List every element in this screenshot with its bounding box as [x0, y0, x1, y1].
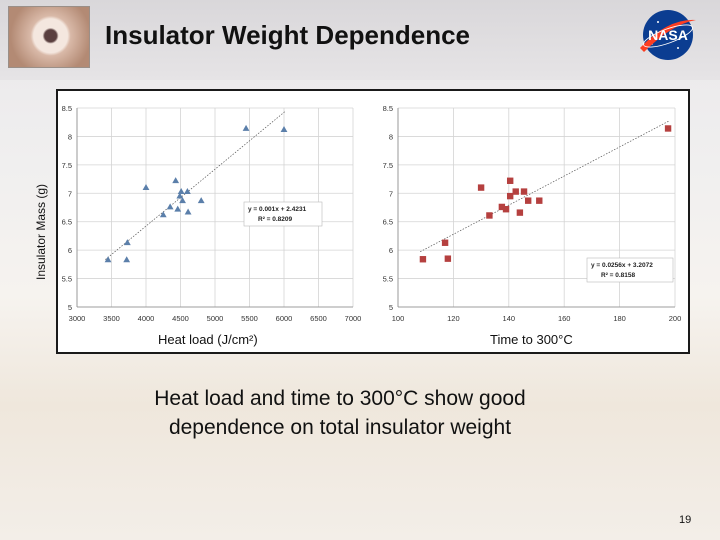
data-point-triangle: [197, 197, 205, 204]
data-point-square: [664, 125, 672, 132]
y-tick-label: 6: [68, 246, 72, 255]
caption-line-1: Heat load and time to 300°C show good: [154, 387, 526, 410]
y-tick-label: 8: [68, 132, 72, 141]
data-point-triangle: [280, 126, 288, 133]
nasa-logo-text: NASA: [648, 27, 688, 43]
heat-load-scatter-chart: 5 5.5 6 6.5 7 7.5 8 8.5 3000 3500 4000 4500 5000 5500…: [62, 104, 362, 323]
regression-equation: y = 0.001x + 2.4231: [248, 206, 307, 213]
slide-title: Insulator Weight Dependence: [105, 20, 471, 50]
data-point-triangle: [179, 197, 186, 204]
data-point-square: [524, 197, 532, 204]
regression-annotation-box: [243, 201, 323, 227]
x-tick-label: 140: [503, 314, 516, 323]
data-point-square: [444, 255, 452, 262]
data-point-square: [536, 197, 543, 204]
y-tick-label: 6: [389, 246, 393, 255]
data-point-triangle: [184, 187, 191, 194]
y-tick-label: 6.5: [62, 218, 72, 227]
nasa-logo-icon: NASA: [640, 10, 696, 60]
data-point-triangle: [142, 184, 150, 190]
x-tick-label: 4500: [172, 314, 189, 323]
x-tick-label: 4000: [138, 314, 155, 323]
charts-canvas: 5 5.5 6 6.5 7 7.5 8 8.5 3000 3500 4000 4500 5000 5500…: [62, 104, 682, 323]
x-axis-label-time: Time to 300°C: [490, 332, 573, 347]
y-tick-label: 7.5: [62, 161, 72, 170]
data-point-square: [419, 256, 427, 263]
x-tick-label: 5500: [241, 314, 258, 323]
y-tick-label: 8.5: [62, 104, 72, 113]
y-tick-label: 5.5: [383, 275, 393, 284]
y-axis-label: Insulator Mass (g): [34, 183, 48, 280]
data-point-triangle: [242, 124, 250, 131]
data-point-square: [520, 188, 528, 195]
y-tick-label: 8.5: [383, 104, 393, 113]
slide-caption: Heat load and time to 300°C show good de…: [100, 384, 580, 442]
data-point-square: [512, 188, 519, 195]
data-point-triangle: [174, 205, 182, 212]
x-tick-label: 100: [392, 314, 405, 323]
data-point-triangle: [184, 208, 192, 215]
y-tick-label: 5.5: [62, 275, 72, 284]
data-point-triangle: [123, 239, 131, 246]
y-tick-label: 7: [389, 189, 393, 198]
data-point-triangle: [104, 256, 112, 263]
data-point-square: [477, 184, 485, 191]
x-tick-label: 200: [669, 314, 682, 323]
caption-line-2: dependence on total insulator weight: [168, 416, 512, 439]
data-point-square: [486, 212, 493, 219]
x-tick-label: 7000: [345, 314, 362, 323]
x-tick-label: 6500: [310, 314, 327, 323]
chart-frame: 5 5.5 6 6.5 7 7.5 8 8.5 3000 3500 4000 4500 5000 5500…: [56, 89, 690, 354]
x-tick-label: 120: [447, 314, 460, 323]
data-point-square: [506, 177, 514, 184]
x-tick-label: 6000: [276, 314, 293, 323]
regression-annotation-box: [586, 257, 674, 283]
y-tick-label: 7.5: [383, 161, 393, 170]
data-point-square: [441, 239, 449, 246]
data-point-triangle: [177, 187, 185, 194]
x-tick-label: 5000: [207, 314, 224, 323]
data-point-triangle: [166, 203, 174, 210]
x-axis-label-heat-load: Heat load (J/cm²): [158, 332, 258, 347]
trendline: [105, 110, 286, 260]
regression-r-squared: R² = 0.8158: [601, 272, 636, 279]
data-point-triangle: [172, 177, 180, 184]
page-number: 19: [679, 514, 692, 526]
trendline: [419, 120, 670, 253]
y-tick-label: 7: [68, 189, 72, 198]
y-tick-label: 5: [389, 303, 393, 312]
y-tick-label: 5: [68, 303, 72, 312]
data-point-square: [498, 203, 506, 211]
x-tick-label: 3500: [103, 314, 120, 323]
time-to-300c-scatter-chart: 5 5.5 6 6.5 7 7.5 8 8.5 100 120 140 160 180 200 y = 0.…: [383, 104, 682, 323]
x-tick-label: 180: [613, 314, 626, 323]
insulator-photo-thumbnail: [8, 6, 90, 68]
y-tick-label: 6.5: [383, 218, 393, 227]
header-band: [0, 0, 720, 80]
x-tick-label: 3000: [69, 314, 86, 323]
data-point-square: [516, 209, 524, 216]
regression-equation: y = 0.0256x + 3.2072: [591, 262, 653, 269]
data-point-square: [502, 206, 510, 213]
data-point-square: [506, 192, 514, 200]
regression-r-squared: R² = 0.8209: [258, 216, 293, 223]
y-tick-label: 8: [389, 132, 393, 141]
data-point-triangle: [176, 192, 184, 199]
data-point-triangle: [159, 211, 167, 218]
data-point-triangle: [123, 256, 131, 263]
x-tick-label: 160: [558, 314, 571, 323]
